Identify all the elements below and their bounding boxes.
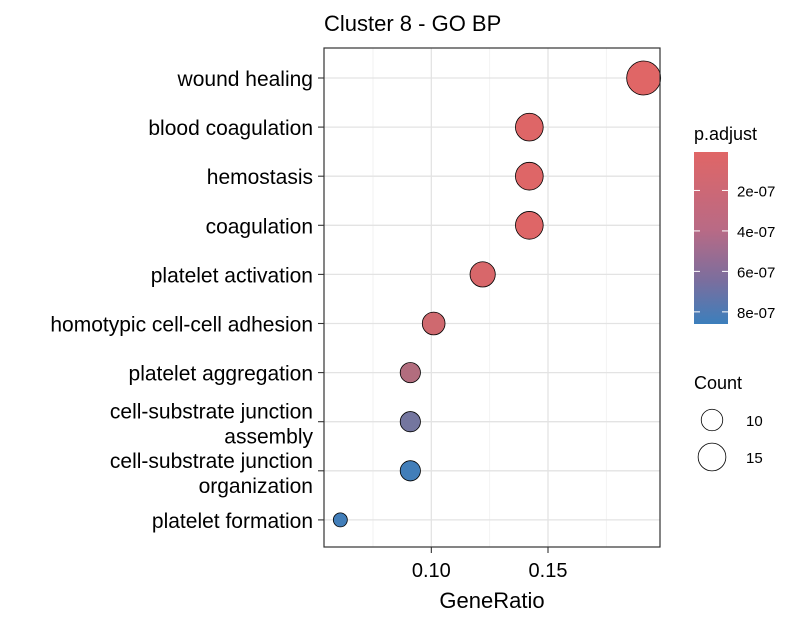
y-tick-label: wound healing — [177, 68, 313, 91]
size-legend-label: 10 — [746, 413, 763, 430]
chart-title: Cluster 8 - GO BP — [324, 11, 501, 36]
color-legend-ticks: 2e-07 4e-07 6e-07 8e-07 — [694, 183, 775, 322]
y-tick-label: platelet formation — [152, 510, 313, 533]
size-legend-items: 10 15 — [697, 408, 763, 472]
data-point — [515, 211, 544, 240]
data-point — [515, 112, 544, 142]
y-tick-label: coagulation — [206, 215, 313, 238]
color-legend-label: 8e-07 — [737, 305, 775, 322]
color-legend-label: 2e-07 — [737, 183, 775, 200]
grid-major-lines — [324, 48, 660, 547]
color-legend-label: 6e-07 — [737, 264, 775, 281]
data-point — [399, 362, 421, 384]
y-tick-label: homotypic cell-cell adhesion — [50, 314, 313, 337]
y-tick-label: cell-substrate junction assembly — [110, 401, 314, 449]
data-point — [399, 411, 421, 433]
plot-border — [323, 47, 661, 548]
size-legend-circle — [697, 442, 727, 472]
color-legend: p.adjust 2e-07 4e-07 6e-07 8e-07 — [694, 124, 775, 324]
data-point — [332, 512, 348, 528]
plot-panel — [324, 48, 660, 547]
grid-minor-lines — [372, 48, 607, 547]
data-points — [332, 60, 662, 528]
color-legend-title: p.adjust — [694, 124, 757, 144]
y-tick-label: hemostasis — [207, 166, 313, 189]
data-point — [421, 311, 446, 336]
x-axis-title: GeneRatio — [439, 588, 544, 613]
size-legend: Count 10 15 — [694, 373, 763, 472]
y-tick-label: cell-substrate junction organization — [110, 450, 313, 498]
size-legend-label: 15 — [746, 450, 763, 467]
y-tick-label: blood coagulation — [148, 117, 313, 140]
size-legend-title: Count — [694, 373, 742, 393]
data-point — [469, 261, 496, 288]
data-point — [515, 161, 544, 191]
y-tick-label: platelet activation — [151, 264, 313, 287]
x-axis: 0.10 0.15 — [412, 547, 568, 582]
x-tick-label: 0.15 — [529, 560, 568, 582]
color-legend-bar — [694, 152, 728, 324]
data-point — [626, 60, 662, 96]
size-legend-circle — [700, 408, 724, 432]
x-tick-label: 0.10 — [412, 560, 451, 582]
color-legend-label: 4e-07 — [737, 224, 775, 241]
data-point — [399, 460, 421, 482]
y-tick-label: platelet aggregation — [129, 363, 313, 386]
y-axis: wound healing blood coagulation hemostasis… — [50, 68, 324, 533]
